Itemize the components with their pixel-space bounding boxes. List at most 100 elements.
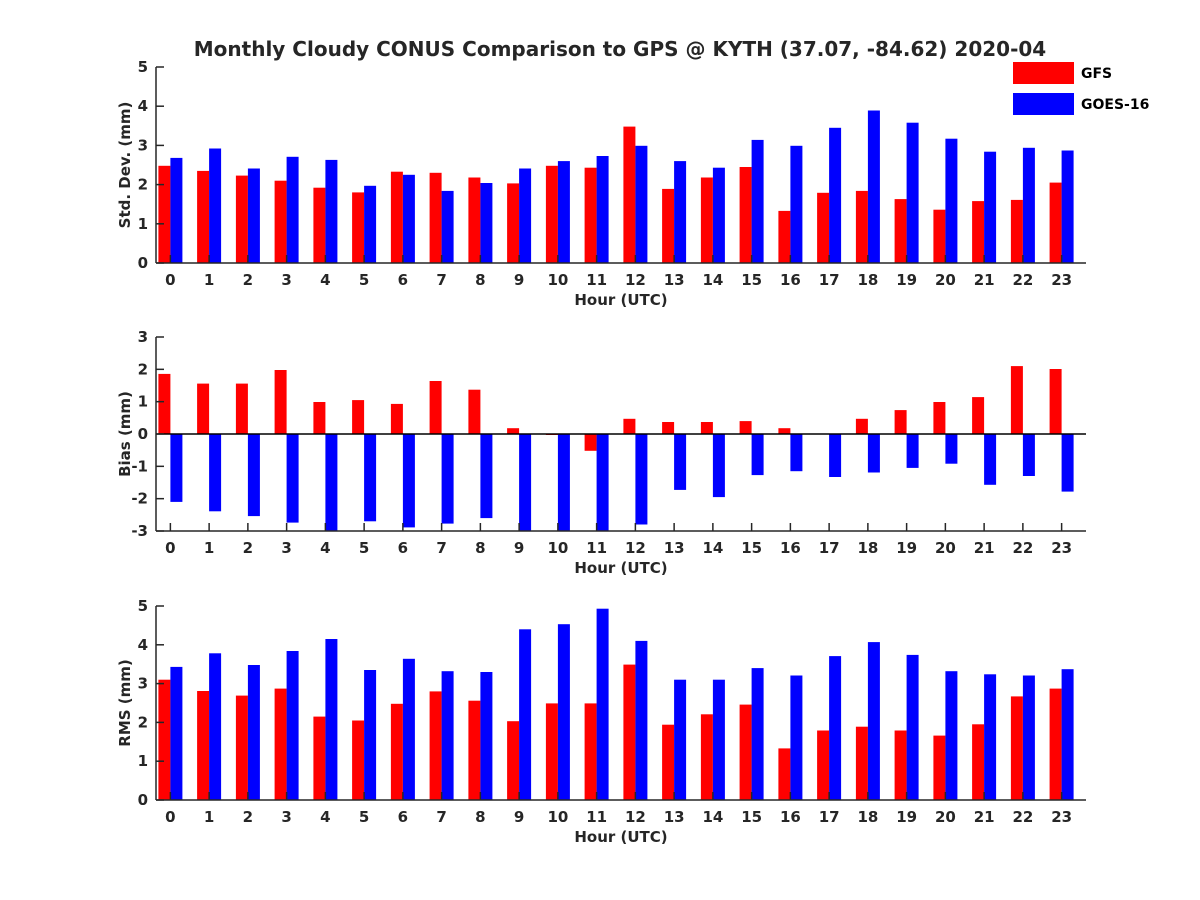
series-gfs [158, 664, 1062, 800]
bar [674, 679, 687, 800]
bar [933, 735, 946, 800]
bar [390, 403, 403, 434]
x-tick-label: 13 [664, 539, 685, 557]
x-tick-label: 23 [1051, 808, 1072, 826]
x-tick-label: 8 [475, 808, 485, 826]
bar [429, 691, 442, 800]
x-tick-label: 22 [1012, 539, 1033, 557]
bar [945, 434, 958, 464]
bar [674, 161, 687, 263]
x-tick-label: 15 [741, 539, 762, 557]
x-tick-label: 10 [547, 271, 568, 289]
bar [235, 695, 248, 800]
bar [1010, 199, 1023, 263]
x-tick-label: 6 [398, 808, 408, 826]
bar [700, 422, 713, 434]
bar [623, 418, 636, 434]
bar [829, 434, 842, 477]
bar [894, 410, 907, 434]
bar [170, 434, 183, 502]
series-goes-16 [170, 110, 1074, 263]
bar [984, 434, 997, 485]
x-tick-label: 16 [780, 808, 801, 826]
x-tick-label: 14 [702, 808, 723, 826]
bar [596, 434, 609, 531]
bar [751, 668, 764, 800]
x-tick-label: 20 [935, 539, 956, 557]
bar [894, 199, 907, 263]
bar [158, 679, 171, 800]
x-tick-label: 21 [974, 808, 995, 826]
bar [855, 418, 868, 434]
bar [313, 402, 326, 434]
bar [906, 654, 919, 800]
x-tick-label: 12 [625, 271, 646, 289]
y-tick-label: 2 [138, 360, 148, 378]
y-tick-label: -3 [131, 522, 148, 540]
bar [247, 168, 260, 263]
y-tick-label: 3 [138, 675, 148, 693]
bar [1061, 434, 1074, 492]
y-tick-label: 0 [138, 425, 148, 443]
x-tick-label: 2 [243, 539, 253, 557]
x-tick-label: 9 [514, 808, 524, 826]
bar [1022, 675, 1035, 800]
bar [352, 400, 365, 434]
x-axis-label: Hour (UTC) [574, 291, 667, 309]
bar [635, 145, 648, 263]
x-tick-label: 5 [359, 271, 369, 289]
x-tick-label: 22 [1012, 271, 1033, 289]
bar [557, 161, 570, 263]
x-tick-label: 3 [281, 539, 291, 557]
x-tick-label: 13 [664, 808, 685, 826]
bar [545, 165, 558, 263]
y-axis-label: Bias (mm) [116, 391, 134, 477]
bar [829, 656, 842, 800]
bar [545, 703, 558, 800]
bar [429, 172, 442, 263]
bar [557, 624, 570, 800]
bar [867, 642, 880, 800]
x-tick-label: 20 [935, 808, 956, 826]
bar [197, 383, 210, 434]
x-tick-label: 7 [436, 539, 446, 557]
bar [519, 434, 532, 531]
bar [325, 639, 338, 800]
x-tick-label: 11 [586, 808, 607, 826]
bar [441, 434, 454, 524]
bar [402, 174, 415, 263]
bar [441, 190, 454, 263]
x-tick-label: 10 [547, 539, 568, 557]
bar [286, 156, 299, 263]
bar [790, 675, 803, 800]
bar [390, 703, 403, 800]
bar [274, 180, 287, 263]
x-tick-label: 11 [586, 271, 607, 289]
y-tick-label: 5 [138, 597, 148, 615]
bar [235, 175, 248, 263]
bar [894, 730, 907, 800]
y-tick-label: 3 [138, 136, 148, 154]
y-tick-label: 4 [138, 636, 148, 654]
x-tick-label: 12 [625, 808, 646, 826]
x-tick-label: 18 [857, 271, 878, 289]
x-tick-label: 0 [165, 271, 175, 289]
bar [945, 671, 958, 800]
bar [584, 167, 597, 263]
x-tick-label: 16 [780, 271, 801, 289]
bar [700, 177, 713, 263]
y-tick-label: 0 [138, 791, 148, 809]
bar [635, 434, 648, 525]
bar [596, 156, 609, 263]
bar [429, 381, 442, 434]
bar [933, 209, 946, 263]
x-tick-label: 17 [819, 271, 840, 289]
x-tick-label: 8 [475, 271, 485, 289]
y-tick-label: -2 [131, 490, 148, 508]
bar [352, 192, 365, 263]
series-gfs [158, 126, 1062, 263]
y-tick-label: 5 [138, 58, 148, 76]
bar [712, 679, 725, 800]
